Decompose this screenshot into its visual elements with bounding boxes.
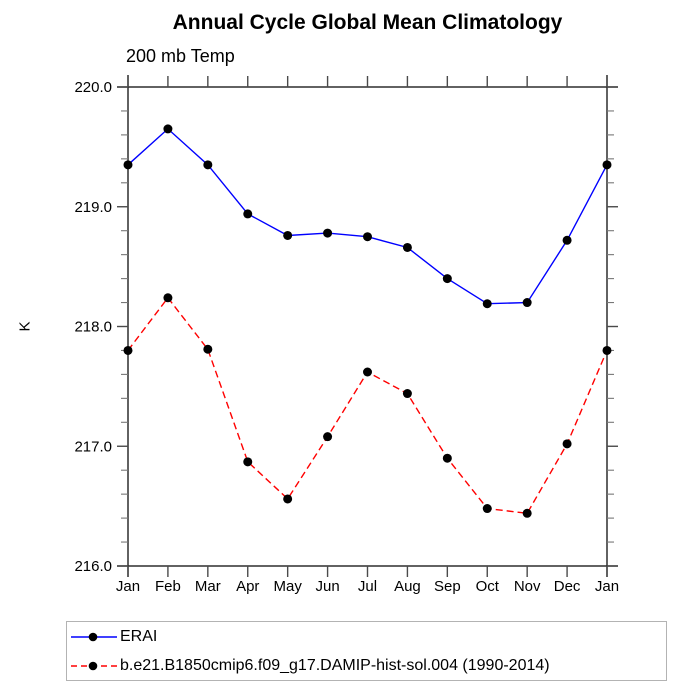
x-tick-label: Mar xyxy=(195,578,221,595)
legend-box: ERAI b.e21.B1850cmip6.f09_g17.DAMIP-hist-… xyxy=(66,621,667,681)
data-point-marker xyxy=(283,230,293,240)
data-point-marker xyxy=(123,160,133,170)
data-point-marker xyxy=(602,160,612,170)
legend-item: ERAI xyxy=(71,622,666,651)
data-point-marker xyxy=(323,432,333,442)
data-point-marker xyxy=(562,439,572,449)
y-tick-label: 217.0 xyxy=(74,438,112,455)
chart-title: Annual Cycle Global Mean Climatology xyxy=(172,11,563,34)
series-line-model xyxy=(127,296,608,515)
x-tick-label: Jun xyxy=(315,578,339,595)
legend-marker-dot xyxy=(88,632,98,641)
data-point-marker xyxy=(522,298,532,308)
data-point-marker xyxy=(442,453,452,463)
x-tick-label: Oct xyxy=(476,578,500,595)
data-point-marker xyxy=(283,494,293,504)
y-tick-label: 220.0 xyxy=(74,79,112,96)
data-point-marker xyxy=(402,242,412,252)
x-tick-label: Dec xyxy=(554,578,581,595)
x-tick-label: Jan xyxy=(116,578,140,595)
data-point-marker xyxy=(163,124,173,134)
legend-item: b.e21.B1850cmip6.f09_g17.DAMIP-hist-sol.… xyxy=(71,651,666,680)
data-point-marker xyxy=(203,160,213,170)
data-point-marker xyxy=(163,293,173,303)
legend-line-sample xyxy=(71,661,117,670)
data-point-marker xyxy=(123,345,133,355)
x-tick-label: Sep xyxy=(434,578,461,595)
x-tick-label: Jan xyxy=(595,578,619,595)
data-point-marker xyxy=(363,367,372,377)
data-point-marker xyxy=(482,299,492,309)
data-point-marker xyxy=(363,232,372,242)
data-point-marker xyxy=(203,344,213,354)
chart-subtitle: 200 mb Temp xyxy=(126,46,235,66)
x-tick-label: Jul xyxy=(358,578,377,595)
x-tick-label: May xyxy=(273,578,302,595)
x-tick-label: Apr xyxy=(236,578,259,595)
legend-marker-dot xyxy=(88,661,98,670)
series-line-erai xyxy=(127,127,608,305)
data-point-marker xyxy=(562,235,572,245)
data-point-marker xyxy=(482,504,492,514)
data-point-marker xyxy=(602,345,612,355)
y-tick-label: 219.0 xyxy=(74,199,112,216)
legend-line-sample xyxy=(71,632,117,641)
x-tick-label: Aug xyxy=(394,578,421,595)
data-point-marker xyxy=(323,228,333,238)
x-tick-label: Feb xyxy=(155,578,181,595)
y-tick-label: 216.0 xyxy=(74,558,112,575)
data-point-marker xyxy=(402,389,412,399)
x-tick-label: Nov xyxy=(514,578,541,595)
y-tick-label: 218.0 xyxy=(74,319,112,336)
data-point-marker xyxy=(442,274,452,284)
legend-label: ERAI xyxy=(120,627,158,645)
data-point-marker xyxy=(243,457,253,467)
data-point-marker xyxy=(522,508,532,518)
legend-label: b.e21.B1850cmip6.f09_g17.DAMIP-hist-sol.… xyxy=(120,656,550,674)
data-point-marker xyxy=(243,209,253,219)
